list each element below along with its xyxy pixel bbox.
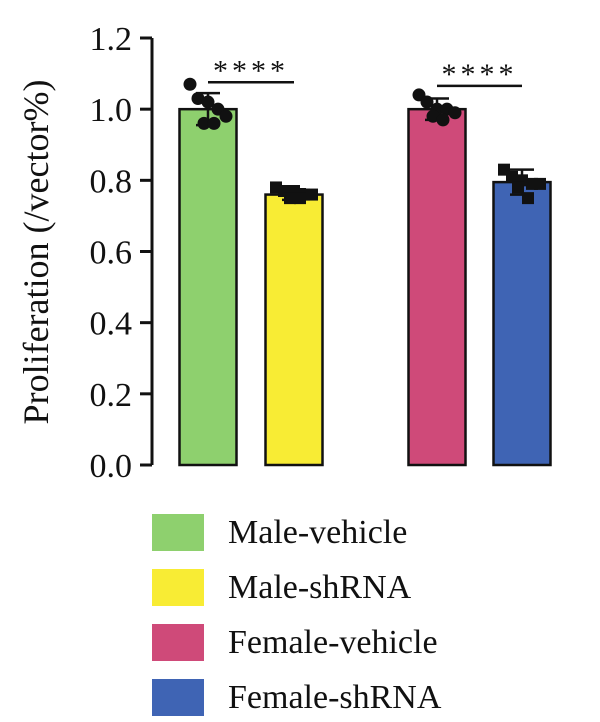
significance-label: ****	[442, 58, 518, 91]
legend-swatch	[152, 624, 204, 661]
data-point	[506, 170, 518, 183]
y-tick-label: 0.6	[90, 235, 133, 272]
data-point	[191, 91, 205, 105]
data-point	[284, 192, 296, 205]
data-point	[201, 95, 215, 109]
legend-label: Male-vehicle	[228, 514, 407, 551]
data-point	[197, 116, 211, 130]
legend-swatch	[152, 514, 204, 551]
legend: Male-vehicle Male-shRNA Female-vehicle Fema…	[152, 514, 442, 716]
bar	[407, 107, 467, 467]
data-point	[294, 192, 306, 205]
legend-swatch	[152, 569, 204, 606]
data-point	[448, 106, 462, 120]
y-tick-label: 0.0	[90, 448, 133, 485]
y-tick-label: 0.2	[90, 377, 133, 414]
y-tick-label: 1.0	[90, 92, 133, 129]
legend-label: Male-shRNA	[228, 569, 412, 606]
legend-swatch	[152, 679, 204, 716]
legend-label: Female-shRNA	[228, 679, 442, 716]
data-point	[306, 188, 318, 201]
data-point	[207, 116, 221, 130]
data-point	[183, 77, 197, 91]
error-bars-group	[196, 91, 534, 202]
bar	[178, 107, 238, 467]
data-point	[219, 109, 233, 123]
bars-group	[178, 107, 552, 467]
significance-label: ****	[213, 54, 289, 87]
y-tick-label: 1.2	[90, 21, 133, 58]
data-point	[426, 109, 440, 123]
y-tick-label: 0.8	[90, 163, 133, 200]
data-point	[534, 177, 546, 190]
y-axis: 0.0 0.2 0.4 0.6 0.8 1.0 1.2	[90, 21, 154, 485]
data-points-group	[183, 77, 546, 205]
bar	[264, 193, 324, 467]
data-point	[512, 181, 524, 194]
y-axis-label: Proliferation (/vector%)	[16, 80, 56, 425]
bar	[492, 180, 552, 467]
legend-label: Female-vehicle	[228, 624, 438, 661]
significance-group: **** ****	[208, 54, 522, 91]
data-point	[436, 113, 450, 127]
data-point	[522, 192, 534, 205]
y-tick-label: 0.4	[90, 306, 133, 343]
data-point	[420, 95, 434, 109]
